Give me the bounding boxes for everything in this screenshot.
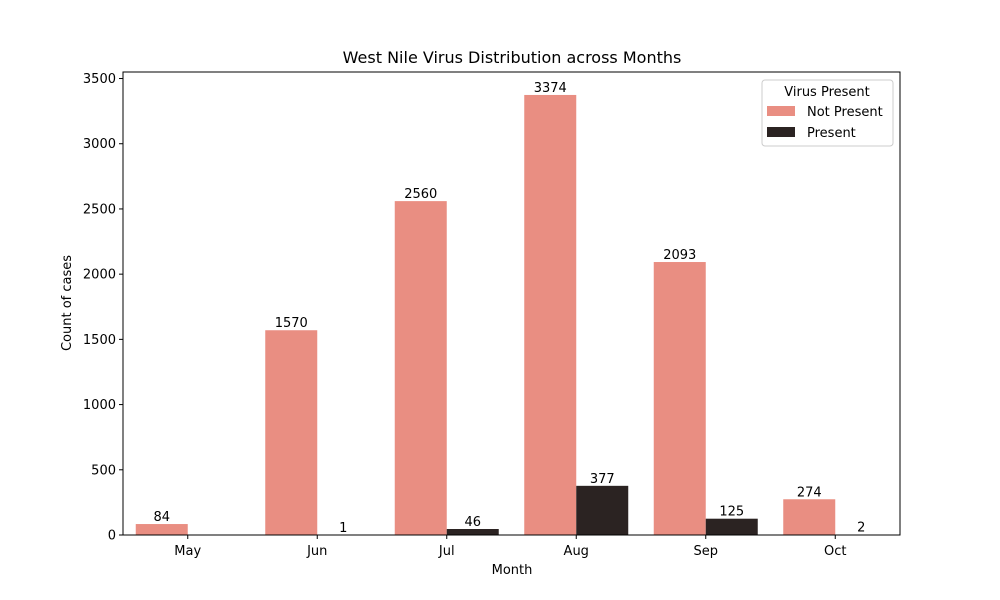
x-tick-label: Oct (824, 544, 846, 559)
legend-label-not-present: Not Present (807, 105, 883, 120)
legend-swatch-not-present (767, 106, 795, 116)
x-axis: May Jun Jul Aug Sep Oct (174, 535, 846, 559)
bar-value-label: 377 (590, 472, 615, 487)
bars-layer (135, 94, 888, 535)
bar-value-label: 2560 (404, 187, 437, 202)
x-tick-label: Aug (564, 544, 589, 559)
bar-value-label: 84 (153, 510, 170, 525)
y-tick-label: 3500 (83, 72, 116, 87)
legend: Virus Present Not Present Present (761, 79, 894, 147)
bar-not-present-jun (265, 330, 318, 535)
bar-present-sep (705, 518, 758, 535)
legend-label-present: Present (807, 126, 856, 141)
x-tick-label: Sep (693, 544, 718, 559)
x-tick-label: Jul (438, 544, 455, 559)
bar-value-label: 274 (797, 485, 822, 500)
y-axis: 0 500 1000 1500 2000 2500 3000 3500 (83, 72, 123, 544)
y-tick-label: 2500 (83, 202, 116, 217)
y-tick-label: 1000 (83, 398, 116, 413)
bar-not-present-oct (783, 499, 836, 535)
x-axis-label: Month (492, 563, 533, 578)
bar-value-label: 2 (857, 521, 865, 536)
bar-not-present-may (135, 524, 188, 535)
bar-not-present-aug (524, 94, 577, 535)
bar-value-label: 1570 (275, 316, 308, 331)
chart-title: West Nile Virus Distribution across Mont… (343, 48, 682, 67)
bar-value-label: 46 (464, 515, 481, 530)
bar-present-jul (446, 529, 499, 535)
x-tick-label: Jun (306, 544, 327, 559)
bar-value-label: 2093 (663, 248, 696, 263)
bar-labels-layer: 84 1570 2560 3374 2093 274 1 46 377 125 2 (153, 81, 865, 536)
plot-frame (122, 71, 901, 536)
bar-value-label: 1 (339, 521, 347, 536)
y-tick-label: 2000 (83, 268, 116, 283)
x-tick-label: May (174, 544, 201, 559)
bar-value-label: 3374 (534, 81, 567, 96)
bar-not-present-jul (394, 201, 447, 535)
y-tick-label: 500 (91, 463, 116, 478)
y-tick-label: 0 (108, 529, 116, 544)
legend-swatch-present (767, 127, 795, 137)
bar-not-present-sep (653, 262, 706, 535)
legend-title: Virus Present (784, 85, 869, 100)
bar-value-label: 125 (719, 505, 744, 520)
y-axis-label: Count of cases (60, 255, 75, 351)
y-tick-label: 1500 (83, 333, 116, 348)
bar-present-aug (576, 485, 629, 535)
y-tick-label: 3000 (83, 137, 116, 152)
